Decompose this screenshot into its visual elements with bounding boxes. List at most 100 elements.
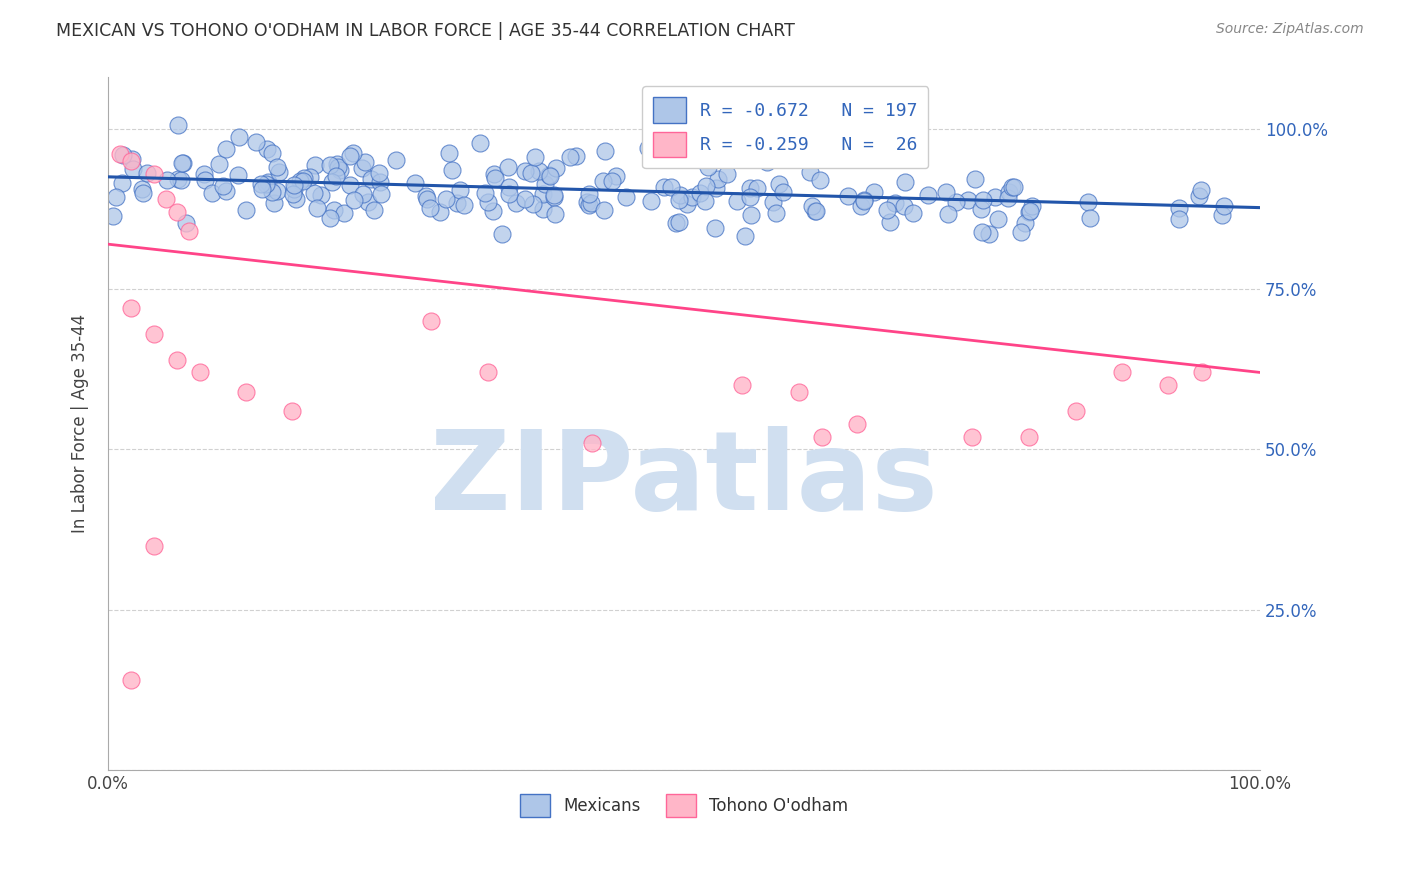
Point: [893, 199, 915, 213]
Point: [970, 202, 993, 216]
Point: [1014, 216, 1036, 230]
Point: [155, 192, 177, 206]
Point: [156, 172, 179, 186]
Point: [1157, 378, 1180, 392]
Point: [1078, 211, 1101, 225]
Point: [121, 161, 143, 176]
Point: [1002, 179, 1025, 194]
Point: [170, 173, 193, 187]
Point: [105, 190, 128, 204]
Point: [468, 136, 491, 151]
Point: [131, 181, 153, 195]
Point: [260, 186, 283, 200]
Point: [707, 171, 730, 186]
Point: [228, 130, 250, 145]
Point: [957, 193, 980, 207]
Point: [498, 179, 520, 194]
Point: [970, 225, 993, 239]
Point: [167, 119, 190, 133]
Point: [799, 164, 821, 178]
Point: [429, 205, 451, 219]
Point: [256, 142, 278, 156]
Point: [538, 169, 561, 184]
Point: [1188, 189, 1211, 203]
Point: [730, 378, 752, 392]
Point: [965, 172, 987, 186]
Point: [235, 202, 257, 217]
Point: [269, 165, 291, 179]
Point: [121, 152, 143, 166]
Point: [449, 183, 471, 197]
Point: [477, 366, 499, 380]
Point: [740, 190, 762, 204]
Point: [505, 195, 527, 210]
Point: [354, 155, 377, 169]
Point: [357, 194, 380, 209]
Point: [578, 198, 600, 212]
Point: [658, 145, 681, 159]
Point: [281, 186, 304, 201]
Point: [419, 201, 441, 215]
Point: [917, 187, 939, 202]
Point: [637, 141, 659, 155]
Point: [491, 227, 513, 241]
Point: [845, 417, 868, 431]
Point: [339, 178, 361, 192]
Point: [321, 175, 343, 189]
Point: [935, 186, 957, 200]
Point: [326, 160, 349, 174]
Point: [811, 429, 834, 443]
Point: [998, 186, 1021, 200]
Point: [322, 203, 344, 218]
Point: [249, 178, 271, 192]
Point: [329, 162, 352, 177]
Point: [515, 164, 537, 178]
Point: [404, 176, 426, 190]
Point: [849, 199, 872, 213]
Text: Source: ZipAtlas.com: Source: ZipAtlas.com: [1216, 22, 1364, 37]
Point: [177, 224, 200, 238]
Point: [581, 436, 603, 450]
Point: [214, 184, 236, 198]
Point: [484, 171, 506, 186]
Point: [325, 169, 347, 183]
Point: [543, 188, 565, 202]
Point: [453, 198, 475, 212]
Point: [120, 301, 142, 316]
Point: [893, 175, 915, 189]
Point: [1018, 429, 1040, 443]
Point: [350, 161, 373, 175]
Point: [477, 194, 499, 209]
Point: [215, 142, 238, 156]
Point: [266, 184, 288, 198]
Point: [576, 194, 599, 209]
Point: [339, 149, 361, 163]
Point: [291, 174, 314, 188]
Point: [762, 195, 785, 210]
Point: [977, 227, 1000, 242]
Point: [1168, 212, 1191, 227]
Point: [884, 196, 907, 211]
Point: [266, 160, 288, 174]
Point: [143, 167, 166, 181]
Point: [901, 206, 924, 220]
Point: [524, 150, 547, 164]
Point: [997, 191, 1019, 205]
Point: [292, 171, 315, 186]
Point: [252, 182, 274, 196]
Point: [695, 179, 717, 194]
Point: [804, 204, 827, 219]
Point: [1021, 199, 1043, 213]
Point: [482, 167, 505, 181]
Point: [801, 199, 824, 213]
Point: [416, 193, 439, 207]
Point: [333, 206, 356, 220]
Point: [172, 156, 194, 170]
Point: [167, 171, 190, 186]
Point: [360, 172, 382, 186]
Point: [352, 187, 374, 202]
Point: [696, 160, 718, 174]
Point: [474, 186, 496, 200]
Point: [111, 148, 134, 162]
Point: [527, 164, 550, 178]
